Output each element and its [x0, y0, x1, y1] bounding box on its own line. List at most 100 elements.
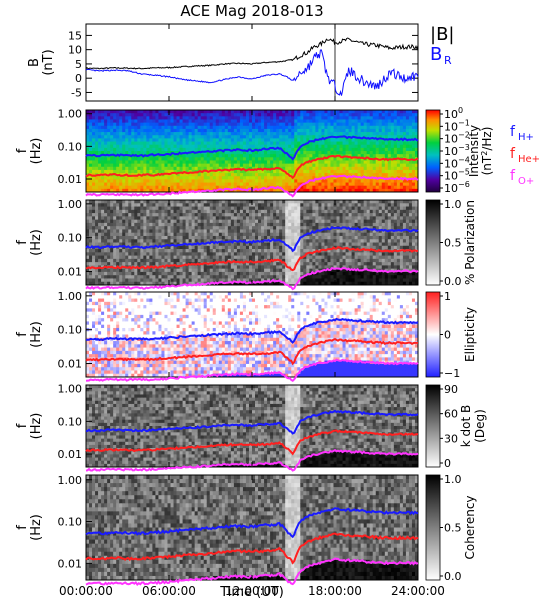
spectrogram-cell [185, 213, 190, 217]
spectrogram-cell [197, 122, 202, 127]
spectrogram-cell [245, 160, 250, 165]
spectrogram-cell [116, 252, 120, 256]
spectrogram-cell [327, 119, 331, 124]
series-B_total [85, 37, 419, 70]
spectrogram-cell [245, 125, 250, 130]
spectrogram-cell [279, 226, 283, 230]
spectrogram-cell [119, 160, 123, 165]
spectrogram-cell [261, 110, 265, 114]
spectrogram-cell [411, 135, 416, 139]
spectrogram-cell [119, 169, 123, 174]
spectrogram-cell [128, 160, 132, 165]
spectrogram-cell [212, 226, 217, 230]
spectrogram-cell [288, 182, 292, 187]
spectrogram-cell [315, 271, 319, 276]
spectrogram-cell [158, 122, 162, 127]
spectrogram-cell [176, 122, 180, 127]
spectrogram-cell [252, 232, 256, 237]
spectrogram-cell [261, 249, 265, 253]
spectrogram-cell [119, 271, 123, 276]
spectrogram-cell [300, 176, 304, 180]
spectrogram-cell [267, 182, 271, 187]
spectrogram-cell [245, 226, 250, 230]
spectrogram-cell [113, 242, 117, 247]
spectrogram-cell [252, 166, 256, 171]
spectrogram-cell [414, 179, 419, 183]
spectrogram-cell [110, 206, 114, 211]
spectrogram-cell [387, 113, 392, 117]
spectrogram-cell [182, 271, 186, 276]
spectrogram-cell [279, 278, 283, 283]
spectrogram-cell [155, 200, 159, 204]
spectrogram-cell [245, 135, 250, 139]
spectrogram-cell [212, 200, 217, 204]
spectrogram-cell [236, 275, 241, 279]
spectrogram-cell [239, 271, 244, 276]
spectrogram-cell [327, 185, 331, 190]
spectrogram-cell [113, 239, 117, 243]
spectrogram-cell [206, 176, 211, 180]
spectrogram-cell [245, 141, 250, 146]
spectrogram-cell [312, 200, 316, 204]
spectrogram-cell [86, 125, 90, 130]
spectrogram-cell [248, 188, 253, 193]
spectrogram-cell [215, 278, 220, 283]
spectrogram-cell [245, 110, 250, 114]
spectrogram-cell [215, 169, 220, 174]
spectrogram-cell [176, 135, 180, 139]
spectrogram-cell [164, 235, 168, 240]
spectrogram-cell [170, 200, 174, 204]
spectrogram-cell [209, 203, 214, 207]
spectrogram-cell [209, 185, 214, 190]
spectrogram-cell [86, 226, 90, 230]
spectrogram-cell [273, 209, 277, 214]
spectrogram-cell [270, 188, 274, 193]
spectrogram-cell [185, 188, 190, 193]
spectrogram-cell [264, 188, 268, 193]
spectrogram-cell [218, 188, 223, 193]
spectrogram-cell [101, 222, 105, 227]
spectrogram-cell [227, 278, 232, 283]
spectrogram-cell [381, 154, 386, 158]
spectrogram-cell [86, 216, 90, 221]
spectrogram-cell [134, 249, 138, 253]
spectrogram-cell [297, 222, 301, 227]
spectrogram-cell [233, 128, 238, 133]
spectrogram-cell [393, 125, 398, 130]
spectrogram-cell [252, 116, 256, 120]
y-tick-label: 1.00 [58, 108, 83, 121]
spectrogram-cell [194, 141, 199, 146]
spectrogram-cell [227, 188, 232, 193]
spectrogram-cell [209, 268, 214, 273]
spectrogram-cell [408, 132, 413, 136]
spectrogram-cell [402, 119, 407, 124]
spectrogram-cell [149, 235, 153, 240]
spectrogram-cell [197, 166, 202, 171]
spectrogram-cell [345, 119, 349, 124]
spectrogram-cell [279, 132, 283, 136]
spectrogram-cell [324, 203, 328, 207]
spectrogram-cell [143, 176, 147, 180]
spectrogram-cell [279, 141, 283, 146]
spectrogram-cell [312, 119, 316, 124]
spectrogram-cell [182, 252, 186, 256]
spectrogram-cell [288, 132, 292, 136]
spectrogram-cell [221, 132, 226, 136]
spectrogram-cell [236, 219, 241, 224]
spectrogram-cell [155, 188, 159, 193]
spectrogram-cell [267, 132, 271, 136]
spectrogram-cell [354, 110, 359, 114]
spectrogram-cell [107, 128, 111, 133]
spectrogram-cell [245, 213, 250, 217]
spectrogram-cell [227, 125, 232, 130]
spectrogram-cell [212, 163, 217, 168]
spectrogram-cell [86, 262, 90, 266]
spectrogram-cell [315, 265, 319, 270]
spectrogram-cell [309, 209, 313, 214]
spectrogram-cell [194, 203, 199, 207]
spectrogram-cell [369, 169, 374, 174]
spectrogram-cell [89, 213, 93, 217]
spectrogram-cell [134, 252, 138, 256]
spectrogram-cell [297, 229, 301, 234]
spectrogram-cell [164, 216, 168, 221]
